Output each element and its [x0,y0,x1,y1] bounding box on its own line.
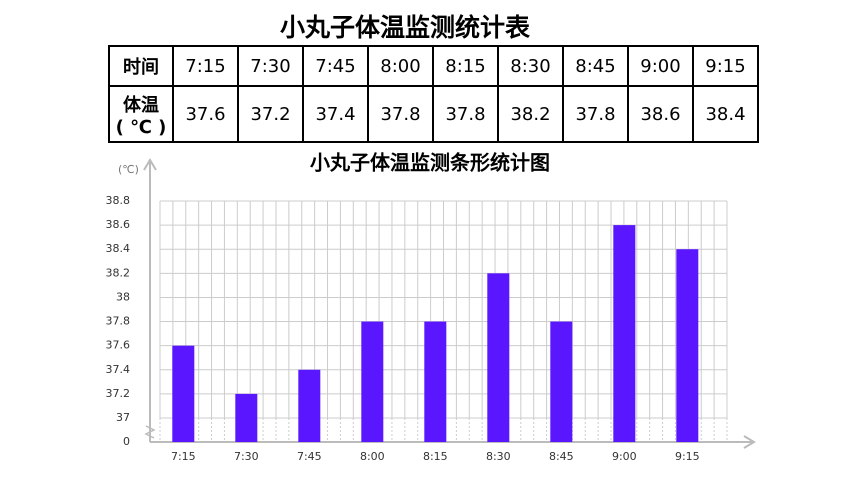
x-tick-label: 7:30 [234,450,259,463]
x-tick-label: 8:45 [549,450,574,463]
y-tick-label: 0 [123,435,130,448]
axis-break [144,425,156,439]
bar [172,345,195,442]
table-cell: 时间 [108,45,174,87]
table-cell: 37.8 [562,85,629,143]
x-tick-label: 8:00 [360,450,385,463]
table-row: 体温 ( ℃ ) 37.6 37.2 37.4 37.8 37.8 38.2 37.8 38.6… [108,85,759,143]
bar [676,249,699,442]
x-tick-label: 7:45 [297,450,322,463]
bar [298,369,321,442]
y-tick-label: 38.4 [106,242,131,255]
table-cell: 38.6 [627,85,694,143]
table-cell: 8:00 [367,45,434,87]
table-cell: 体温 ( ℃ ) [108,85,174,143]
table-cell: 9:15 [692,45,759,87]
y-tick-label: 37.2 [106,387,131,400]
table-cell: 8:15 [432,45,499,87]
y-tick-label: 38.8 [106,194,131,207]
table-cell: 7:15 [172,45,239,87]
bar [424,321,447,442]
table-cell: 37.8 [432,85,499,143]
x-tick-label: 8:30 [486,450,511,463]
table-cell: 7:30 [237,45,304,87]
table-cell: 37.6 [172,85,239,143]
table-cell: 38.2 [497,85,564,143]
x-axis-arrow [743,435,756,449]
table-cell: 8:30 [497,45,564,87]
table-cell: 38.4 [692,85,759,143]
y-tick-label: 37.6 [106,339,131,352]
bar [613,225,636,442]
y-axis-arrow [143,158,157,171]
bar [487,273,510,442]
table-row: 时间 7:15 7:30 7:45 8:00 8:15 8:30 8:45 9:00 9:15 [108,45,759,87]
y-tick-label: 38 [116,290,130,303]
y-axis-label: (℃) [118,163,139,176]
page-title: 小丸子体温监测统计表 [279,13,530,42]
y-tick-label: 38.2 [106,266,131,279]
bar [361,321,384,442]
table-cell: 8:45 [562,45,629,87]
chart-title: 小丸子体温监测条形统计图 [310,151,550,175]
table-cell: 37.8 [367,85,434,143]
data-table: 时间 7:15 7:30 7:45 8:00 8:15 8:30 8:45 9:00 9:15 体温… [108,45,759,143]
table-cell: 9:00 [627,45,694,87]
x-tick-label: 9:00 [612,450,637,463]
bar [235,393,258,442]
y-tick-label: 38.6 [106,218,131,231]
x-tick-label: 7:15 [171,450,196,463]
y-tick-label: 37.4 [106,363,131,376]
y-tick-label: 37 [116,411,130,424]
y-tick-label: 37.8 [106,315,131,328]
bar [550,321,573,442]
table-cell: 37.2 [237,85,304,143]
x-tick-label: 9:15 [675,450,700,463]
table-cell: 37.4 [302,85,369,143]
table-cell: 7:45 [302,45,369,87]
x-tick-label: 8:15 [423,450,448,463]
